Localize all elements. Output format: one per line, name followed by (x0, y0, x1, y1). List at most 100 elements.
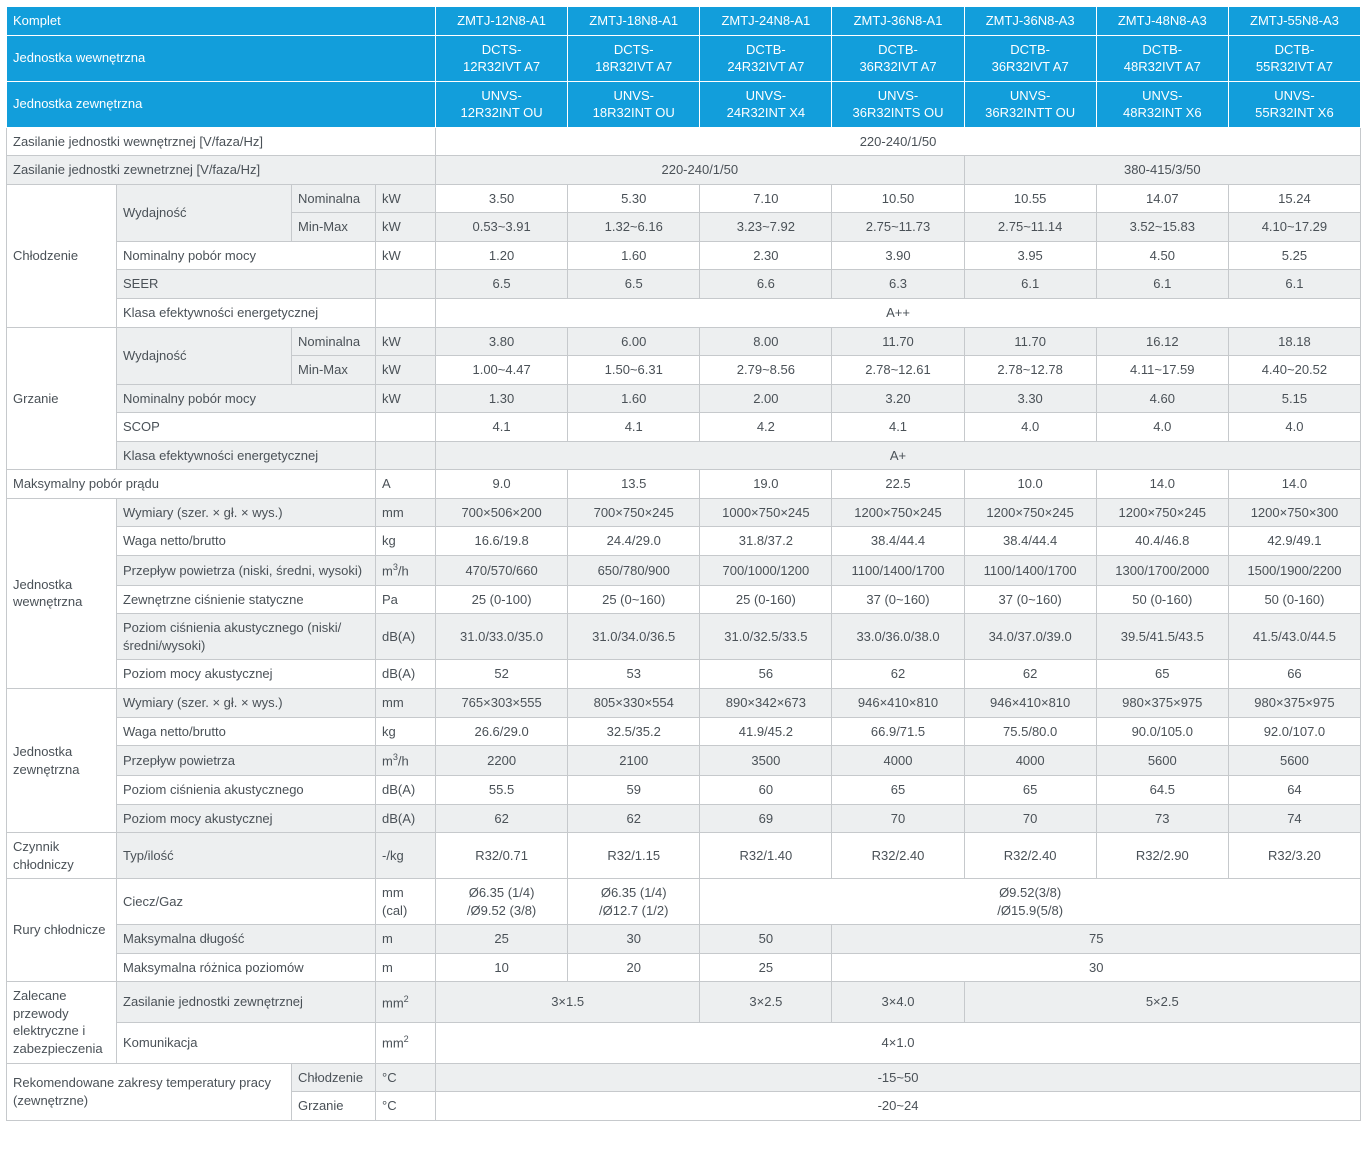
out-spl-label: Poziom ciśnienia akustycznego (117, 775, 376, 804)
czyn-label: Czynnik chłodniczy (7, 833, 117, 879)
indoor-3: DCTB-36R32IVT A7 (832, 35, 964, 81)
cool-nom-2: 7.10 (700, 184, 832, 213)
maxh-1: 20 (568, 953, 700, 982)
row-out-wt: Waga netto/brutto kg 26.6/29.0 32.5/35.2… (7, 717, 1361, 746)
scop-1: 4.1 (568, 413, 700, 442)
out-air-2: 3500 (700, 746, 832, 776)
scop-5: 4.0 (1096, 413, 1228, 442)
max-a-unit: A (376, 470, 436, 499)
out-wt-unit: kg (376, 717, 436, 746)
out-swl-2: 69 (700, 804, 832, 833)
wyd-cool-label: Wydajność (117, 184, 292, 241)
kom-label: Komunikacja (117, 1022, 376, 1063)
row-seer: SEER 6.5 6.5 6.6 6.3 6.1 6.1 6.1 (7, 270, 1361, 299)
in-spl-5: 39.5/41.5/43.5 (1096, 614, 1228, 660)
outdoor-6: UNVS-55R32INT X6 (1228, 81, 1360, 127)
cool-mm-5: 3.52~15.83 (1096, 213, 1228, 242)
model-6: ZMTJ-55N8-A3 (1228, 7, 1360, 36)
refrig-1: R32/1.15 (568, 833, 700, 879)
indoor-2: DCTB-24R32IVT A7 (700, 35, 832, 81)
cool-npm-0: 1.20 (436, 241, 568, 270)
temp-c-unit: °C (376, 1063, 436, 1092)
row-out-dim: Jednostka zewnętrzna Wymiary (szer. × gł… (7, 689, 1361, 718)
heat-nom-3: 11.70 (832, 327, 964, 356)
heat-mm-unit: kW (376, 356, 436, 385)
heat-npm-6: 5.15 (1228, 384, 1360, 413)
out-air-label: Przepływ powietrza (117, 746, 376, 776)
seer-unit (376, 270, 436, 299)
max-a-6: 14.0 (1228, 470, 1360, 499)
row-zas2: Zalecane przewody elektryczne i zabezpie… (7, 982, 1361, 1023)
heat-mm-6: 4.40~20.52 (1228, 356, 1360, 385)
out-spl-0: 55.5 (436, 775, 568, 804)
row-temp-c: Rekomendowane zakresy temperatury pracy … (7, 1063, 1361, 1092)
out-wt-5: 90.0/105.0 (1096, 717, 1228, 746)
out-air-6: 5600 (1228, 746, 1360, 776)
row-kom: Komunikacja mm2 4×1.0 (7, 1022, 1361, 1063)
refrig-2: R32/1.40 (700, 833, 832, 879)
max-a-label: Maksymalny pobór prądu (7, 470, 376, 499)
in-esp-2: 25 (0-160) (700, 585, 832, 614)
out-wt-4: 75.5/80.0 (964, 717, 1096, 746)
indoor-1: DCTS-18R32IVT A7 (568, 35, 700, 81)
out-dim-5: 980×375×975 (1096, 689, 1228, 718)
wyd-heat-label: Wydajność (117, 327, 292, 384)
row-zas-out: Zasilanie jednostki zewnetrznej [V/faza/… (7, 156, 1361, 185)
out-wt-2: 41.9/45.2 (700, 717, 832, 746)
heat-npm-0: 1.30 (436, 384, 568, 413)
temp-h-val: -20~24 (436, 1092, 1361, 1121)
in-swl-1: 53 (568, 660, 700, 689)
in-esp-6: 50 (0-160) (1228, 585, 1360, 614)
row-out-swl: Poziom mocy akustycznej dB(A) 62 62 69 7… (7, 804, 1361, 833)
cool-nom-unit: kW (376, 184, 436, 213)
model-2: ZMTJ-24N8-A1 (700, 7, 832, 36)
zas-out-label: Zasilanie jednostki zewnetrznej [V/faza/… (7, 156, 436, 185)
in-dim-6: 1200×750×300 (1228, 498, 1360, 527)
in-swl-2: 56 (700, 660, 832, 689)
in-esp-3: 37 (0~160) (832, 585, 964, 614)
cool-mm-6: 4.10~17.29 (1228, 213, 1360, 242)
pipe-2: Ø9.52(3/8)/Ø15.9(5/8) (700, 879, 1361, 925)
heat-npm-4: 3.30 (964, 384, 1096, 413)
refrig-6: R32/3.20 (1228, 833, 1360, 879)
in-dim-3: 1200×750×245 (832, 498, 964, 527)
seer-3: 6.3 (832, 270, 964, 299)
typil-label: Typ/ilość (117, 833, 376, 879)
zas2-0: 3×1.5 (436, 982, 700, 1023)
row-klasa-h: Klasa efektywności energetycznej A+ (7, 441, 1361, 470)
cool-npm-4: 3.95 (964, 241, 1096, 270)
heat-nom-1: 6.00 (568, 327, 700, 356)
in-wt-6: 42.9/49.1 (1228, 527, 1360, 556)
in-wt-3: 38.4/44.4 (832, 527, 964, 556)
in-spl-4: 34.0/37.0/39.0 (964, 614, 1096, 660)
heat-npm-unit: kW (376, 384, 436, 413)
in-wt-4: 38.4/44.4 (964, 527, 1096, 556)
out-spl-4: 65 (964, 775, 1096, 804)
out-wt-0: 26.6/29.0 (436, 717, 568, 746)
maxl-3: 75 (832, 925, 1361, 954)
cool-mm-0: 0.53~3.91 (436, 213, 568, 242)
in-air-3: 1100/1400/1700 (832, 555, 964, 585)
heat-nom-4: 11.70 (964, 327, 1096, 356)
heat-npm-label: Nominalny pobór mocy (117, 384, 376, 413)
row-out-spl: Poziom ciśnienia akustycznego dB(A) 55.5… (7, 775, 1361, 804)
out-spl-unit: dB(A) (376, 775, 436, 804)
model-4: ZMTJ-36N8-A3 (964, 7, 1096, 36)
max-a-0: 9.0 (436, 470, 568, 499)
scop-0: 4.1 (436, 413, 568, 442)
scop-2: 4.2 (700, 413, 832, 442)
in-air-4: 1100/1400/1700 (964, 555, 1096, 585)
row-heat-npm: Nominalny pobór mocy kW 1.30 1.60 2.00 3… (7, 384, 1361, 413)
in-swl-4: 62 (964, 660, 1096, 689)
header-row-indoor: Jednostka wewnętrzna DCTS-12R32IVT A7 DC… (7, 35, 1361, 81)
out-dim-4: 946×410×810 (964, 689, 1096, 718)
heat-mm-label: Min-Max (292, 356, 376, 385)
cooling-label: Chłodzenie (7, 184, 117, 327)
row-heat-nom: Grzanie Wydajność Nominalna kW 3.80 6.00… (7, 327, 1361, 356)
row-in-air: Przepływ powietrza (niski, średni, wysok… (7, 555, 1361, 585)
in-air-0: 470/570/660 (436, 555, 568, 585)
cool-nom-label: Nominalna (292, 184, 376, 213)
in-spl-0: 31.0/33.0/35.0 (436, 614, 568, 660)
indoor-0: DCTS-12R32IVT A7 (436, 35, 568, 81)
model-5: ZMTJ-48N8-A3 (1096, 7, 1228, 36)
